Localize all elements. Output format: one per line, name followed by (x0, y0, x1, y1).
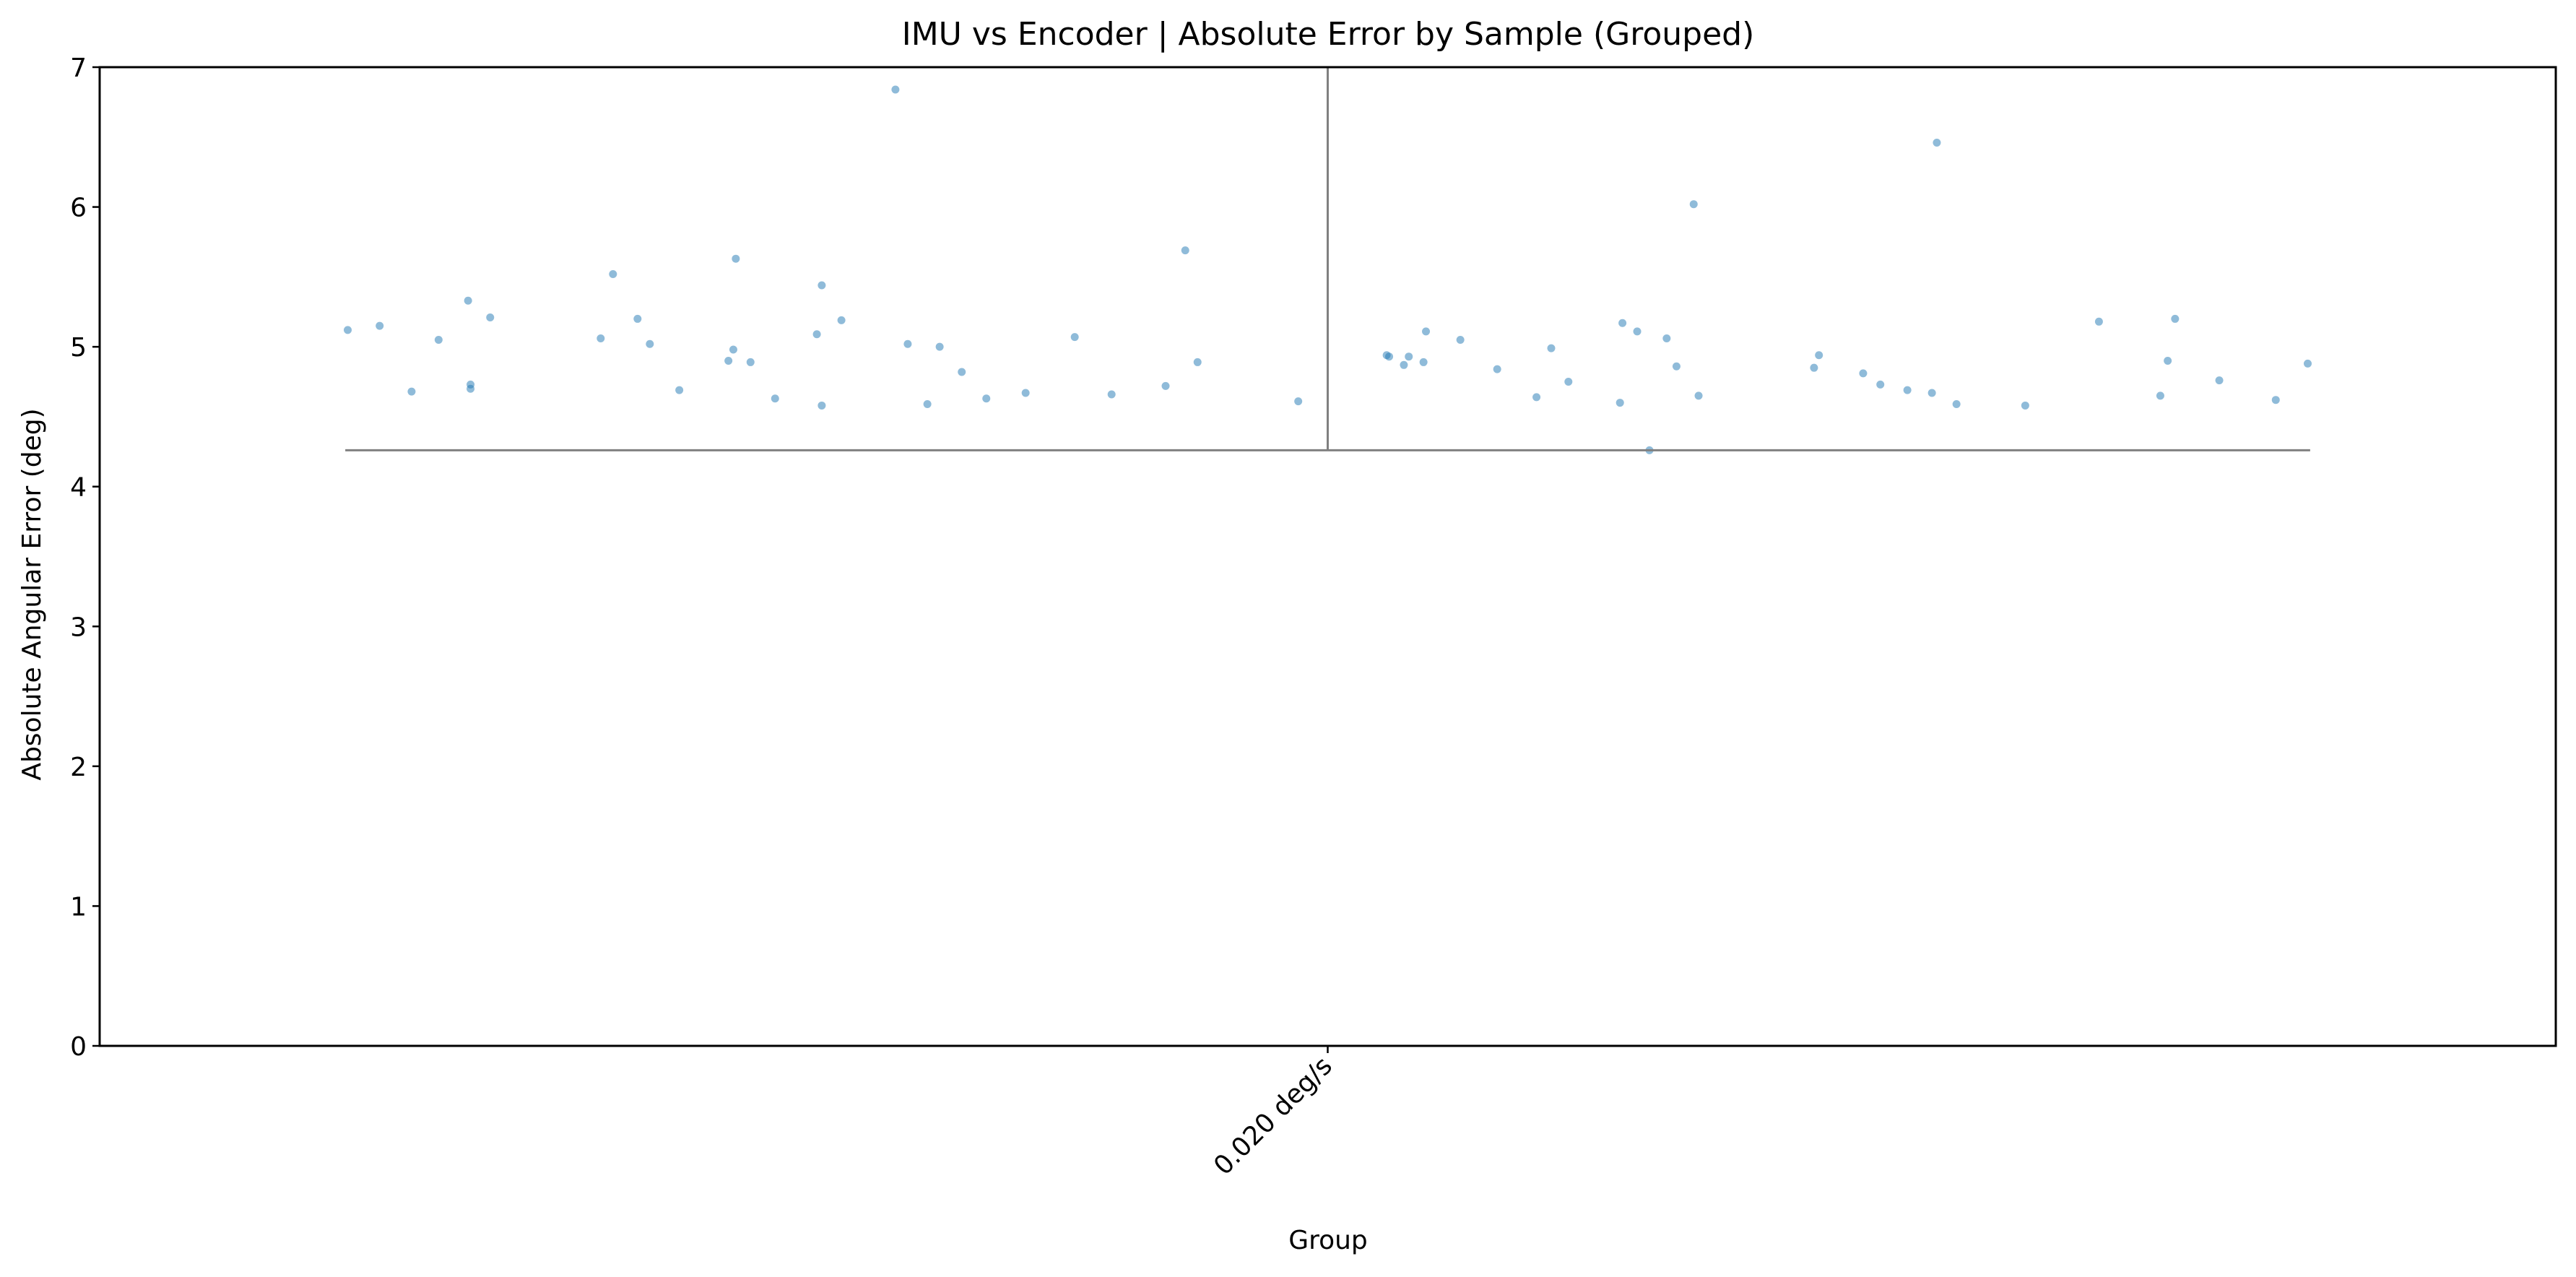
data-point (1694, 391, 1703, 400)
data-point (2094, 317, 2103, 326)
data-point (1815, 351, 1823, 360)
data-point (982, 394, 991, 403)
y-tick-label: 6 (70, 194, 87, 223)
y-tick-label: 5 (70, 333, 87, 363)
data-point (729, 345, 737, 354)
data-point (609, 269, 617, 278)
data-point (1952, 400, 1961, 409)
data-point (2303, 359, 2312, 368)
y-axis-label: Absolute Angular Error (deg) (17, 408, 47, 780)
data-point (675, 386, 684, 394)
data-point (818, 281, 826, 290)
data-point (2271, 396, 2280, 404)
data-point (2215, 376, 2224, 385)
data-point (2171, 314, 2180, 323)
data-point (1294, 397, 1303, 406)
data-point (1672, 362, 1681, 371)
data-point (1927, 389, 1936, 397)
data-point (1107, 390, 1116, 399)
data-point (1933, 139, 1941, 147)
data-point (1385, 352, 1394, 361)
data-point (1193, 358, 1202, 366)
data-point (935, 342, 944, 351)
data-point (1616, 399, 1624, 407)
data-point (1547, 344, 1556, 352)
data-point (1859, 369, 1868, 378)
data-point (1903, 386, 1912, 394)
chart-title: IMU vs Encoder | Absolute Error by Sampl… (902, 16, 1755, 53)
data-point (1810, 363, 1818, 372)
data-point (1876, 380, 1885, 389)
data-point (958, 368, 966, 376)
data-point (1161, 381, 1170, 390)
data-point (2164, 357, 2172, 365)
data-point (344, 326, 352, 334)
x-axis-label: Group (1288, 1226, 1368, 1255)
y-tick-label: 3 (70, 612, 87, 642)
data-point (1070, 333, 1079, 342)
data-point (597, 334, 605, 343)
data-point (837, 316, 846, 324)
data-point (434, 335, 443, 344)
data-point (407, 387, 416, 396)
data-point (486, 313, 495, 321)
data-point (467, 384, 475, 393)
data-point (724, 357, 733, 365)
data-point (1532, 393, 1541, 402)
data-point (1422, 327, 1431, 336)
data-point (1633, 327, 1642, 336)
data-point (1400, 360, 1408, 369)
data-point (633, 314, 642, 323)
y-tick-label: 7 (70, 53, 87, 83)
data-point (1181, 246, 1189, 255)
data-point (891, 85, 900, 94)
data-point (903, 339, 912, 348)
data-point (1618, 319, 1627, 327)
data-point (923, 400, 932, 409)
data-point (732, 254, 740, 263)
data-point (1405, 352, 1413, 361)
data-point (1021, 389, 1030, 397)
data-point (1662, 334, 1671, 343)
data-point (1456, 335, 1465, 344)
data-point (812, 330, 821, 339)
y-tick-label: 1 (70, 892, 87, 922)
y-tick-label: 2 (70, 753, 87, 782)
data-point (464, 296, 472, 305)
data-point (2156, 391, 2164, 400)
y-tick-label: 4 (70, 473, 87, 503)
y-tick-label: 0 (70, 1032, 87, 1062)
data-point (646, 339, 654, 348)
data-point (746, 358, 755, 366)
data-point (771, 394, 779, 403)
data-point (2021, 401, 2029, 410)
data-point (1493, 365, 1501, 373)
data-point (818, 401, 826, 410)
data-point (1564, 378, 1573, 386)
data-point (376, 321, 384, 330)
data-point (1419, 358, 1428, 366)
data-point (1689, 200, 1698, 209)
